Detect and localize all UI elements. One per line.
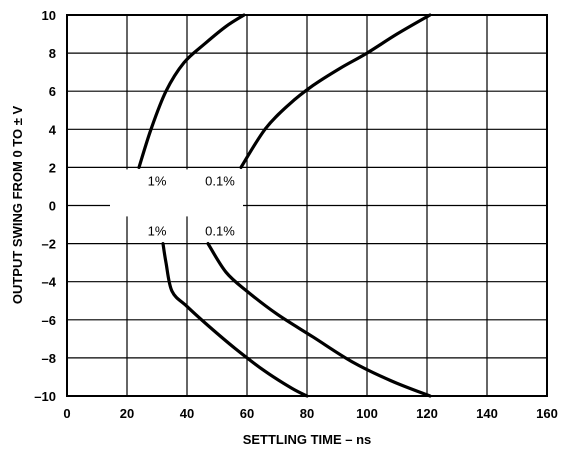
y-tick-labels: 10 8 6 4 2 0 –2 –4 –6 –8 –10 xyxy=(34,8,56,404)
y-tick-label: 6 xyxy=(49,84,56,99)
curve-1pct xyxy=(161,242,309,398)
x-tick-label: 40 xyxy=(180,406,194,421)
x-tick-label: 60 xyxy=(240,406,254,421)
curve-1pct xyxy=(137,13,246,169)
curve-labels: 1% 0.1% 1% 0.1% xyxy=(148,174,236,239)
curve-label: 0.1% xyxy=(205,174,235,189)
curve-0-1pct xyxy=(239,13,432,169)
y-tick-label: –6 xyxy=(42,313,56,328)
x-tick-label: 160 xyxy=(536,406,558,421)
curve-0-1pct xyxy=(206,242,432,398)
curves xyxy=(137,13,432,398)
label-backgrounds xyxy=(110,169,243,217)
x-tick-label: 0 xyxy=(63,406,70,421)
x-tick-label: 120 xyxy=(416,406,438,421)
y-tick-label: 8 xyxy=(49,46,56,61)
x-tick-label: 20 xyxy=(120,406,134,421)
x-axis-label: SETTLING TIME – ns xyxy=(243,432,372,447)
y-tick-label: 10 xyxy=(42,8,56,23)
y-tick-label: –10 xyxy=(34,389,56,404)
x-tick-label: 100 xyxy=(356,406,378,421)
curve-label: 1% xyxy=(148,223,167,238)
x-tick-labels: 0 20 40 60 80 100 120 140 160 xyxy=(63,406,557,421)
x-tick-label: 80 xyxy=(300,406,314,421)
x-tick-label: 140 xyxy=(476,406,498,421)
y-tick-label: –4 xyxy=(42,275,57,290)
y-tick-label: 2 xyxy=(49,160,56,175)
label-band xyxy=(110,169,243,217)
y-tick-label: 0 xyxy=(49,199,56,214)
curve-label: 0.1% xyxy=(205,223,235,238)
y-tick-label: –2 xyxy=(42,237,56,252)
y-tick-label: –8 xyxy=(42,351,56,366)
y-tick-label: 4 xyxy=(49,122,57,137)
y-axis-label: OUTPUT SWING FROM 0 TO ± V xyxy=(10,106,25,305)
curve-label: 1% xyxy=(148,174,167,189)
